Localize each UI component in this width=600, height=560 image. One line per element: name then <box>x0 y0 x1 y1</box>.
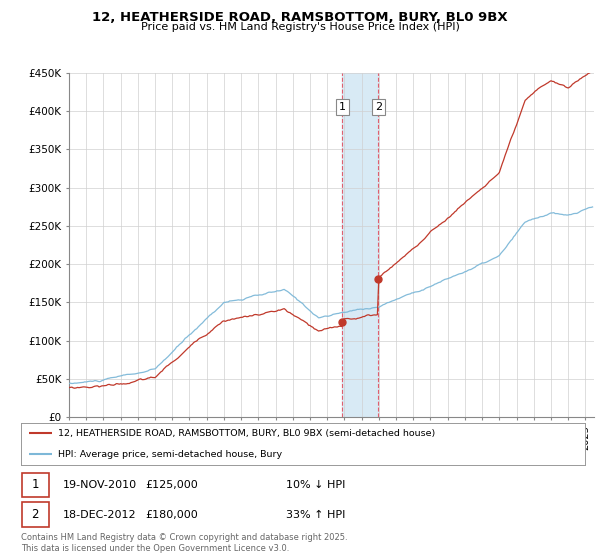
Text: 19-NOV-2010: 19-NOV-2010 <box>64 480 137 490</box>
FancyBboxPatch shape <box>22 473 49 497</box>
Text: £125,000: £125,000 <box>145 480 198 490</box>
Text: 12, HEATHERSIDE ROAD, RAMSBOTTOM, BURY, BL0 9BX (semi-detached house): 12, HEATHERSIDE ROAD, RAMSBOTTOM, BURY, … <box>58 429 435 438</box>
Text: 10% ↓ HPI: 10% ↓ HPI <box>286 480 346 490</box>
Text: 2: 2 <box>375 102 382 112</box>
Text: HPI: Average price, semi-detached house, Bury: HPI: Average price, semi-detached house,… <box>58 450 282 459</box>
Text: 1: 1 <box>31 478 39 492</box>
Text: Contains HM Land Registry data © Crown copyright and database right 2025.
This d: Contains HM Land Registry data © Crown c… <box>21 533 347 553</box>
Text: 12, HEATHERSIDE ROAD, RAMSBOTTOM, BURY, BL0 9BX: 12, HEATHERSIDE ROAD, RAMSBOTTOM, BURY, … <box>92 11 508 24</box>
Text: 1: 1 <box>339 102 346 112</box>
Text: Price paid vs. HM Land Registry's House Price Index (HPI): Price paid vs. HM Land Registry's House … <box>140 22 460 32</box>
Text: £180,000: £180,000 <box>145 510 198 520</box>
Text: 18-DEC-2012: 18-DEC-2012 <box>64 510 137 520</box>
Text: 33% ↑ HPI: 33% ↑ HPI <box>286 510 346 520</box>
FancyBboxPatch shape <box>22 502 49 527</box>
Text: 2: 2 <box>31 508 39 521</box>
Bar <box>343 73 379 417</box>
